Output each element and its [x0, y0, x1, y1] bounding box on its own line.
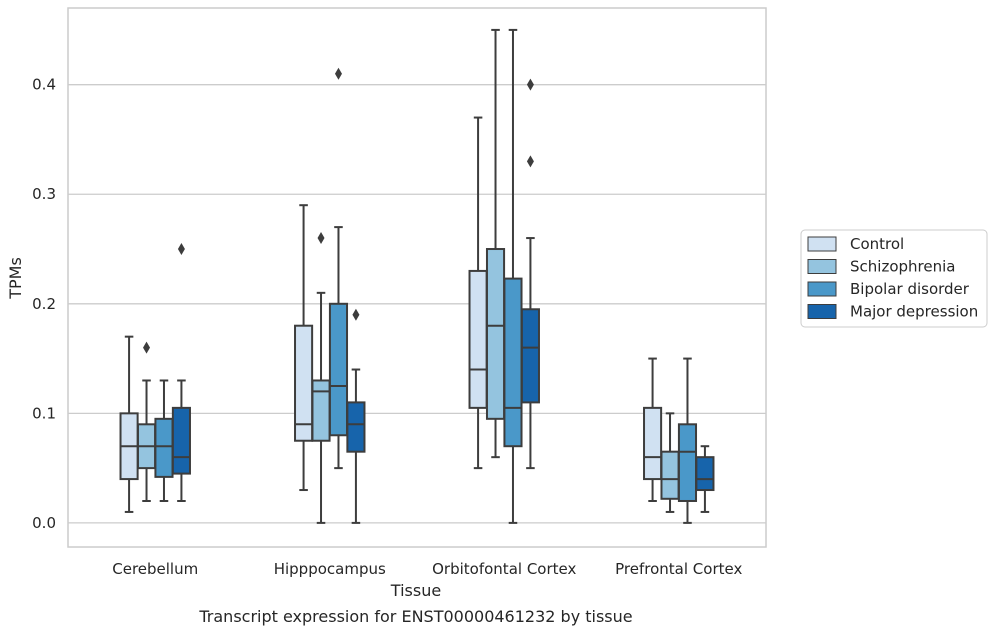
box-body — [154, 417, 174, 478]
box-body — [520, 308, 540, 404]
box-body — [328, 302, 349, 437]
box-body — [695, 456, 715, 492]
series-group — [154, 28, 698, 524]
box-element — [520, 78, 540, 470]
x-tick-label: Cerebellum — [112, 560, 198, 578]
legend-swatch — [807, 236, 837, 252]
outlier-point — [334, 67, 342, 80]
box-element — [677, 357, 698, 524]
y-tick-label: 0.0 — [32, 514, 56, 532]
box-element — [695, 445, 715, 513]
box-element — [468, 116, 488, 470]
box-body — [660, 450, 680, 500]
legend-item: Bipolar disorder — [807, 280, 970, 298]
legend-label: Control — [850, 235, 904, 253]
box-element — [154, 379, 174, 502]
box-element — [119, 335, 139, 513]
x-tick-label: Hipppocampus — [274, 560, 386, 578]
legend-item: Major depression — [807, 303, 978, 321]
outlier-point — [143, 341, 151, 354]
x-axis-label: Tissue — [390, 581, 441, 600]
box-body — [485, 248, 506, 420]
y-axis-ticks: 0.0 0.1 0.2 0.3 0.4 — [32, 76, 56, 532]
series-group — [119, 116, 663, 513]
legend-swatch — [807, 304, 837, 319]
x-tick-label: Orbitofontal Cortex — [432, 560, 576, 578]
box-body — [346, 401, 366, 453]
box-element — [643, 357, 663, 502]
box-body — [643, 406, 663, 481]
x-axis-ticks: Cerebellum Hipppocampus Orbitofontal Corte… — [112, 560, 742, 578]
box-body — [468, 269, 488, 409]
legend-item: Schizophrenia — [807, 258, 955, 276]
box-body — [503, 277, 523, 448]
box-element — [136, 341, 157, 502]
box-body — [677, 423, 698, 502]
box-element — [171, 243, 191, 502]
legend-label: Bipolar disorder — [850, 280, 970, 298]
box-body — [171, 406, 191, 475]
legend-swatch — [807, 281, 837, 297]
legend: Control Schizophrenia Bipolar disorder Majo… — [800, 229, 988, 328]
legend-item: Control — [807, 235, 904, 253]
box-element — [660, 412, 680, 513]
box-element — [346, 308, 366, 524]
box-element — [485, 28, 506, 459]
y-tick-label: 0.4 — [32, 76, 56, 94]
box-element — [294, 204, 314, 492]
box-element — [328, 67, 349, 470]
box-element — [503, 28, 523, 524]
outlier-point — [317, 232, 325, 245]
outlier-point — [352, 308, 360, 321]
outlier-point — [526, 155, 534, 168]
legend-swatch — [807, 259, 837, 274]
legend-label: Major depression — [850, 303, 978, 321]
y-tick-label: 0.1 — [32, 404, 56, 422]
y-tick-label: 0.2 — [32, 295, 56, 313]
y-axis-label: TPMs — [6, 257, 25, 300]
outlier-point — [526, 78, 534, 91]
series-group — [171, 78, 715, 524]
legend-label: Schizophrenia — [850, 258, 955, 276]
y-tick-label: 0.3 — [32, 185, 56, 203]
legend-frame — [800, 229, 988, 328]
box-element — [311, 232, 331, 524]
x-tick-label: Prefrontal Cortex — [615, 560, 742, 578]
series-group — [136, 28, 680, 524]
chart-caption: Transcript expression for ENST0000046123… — [198, 607, 632, 626]
box-body — [311, 379, 331, 442]
plot-frame — [67, 7, 767, 548]
outlier-point — [177, 243, 185, 256]
plot-area — [119, 28, 715, 524]
